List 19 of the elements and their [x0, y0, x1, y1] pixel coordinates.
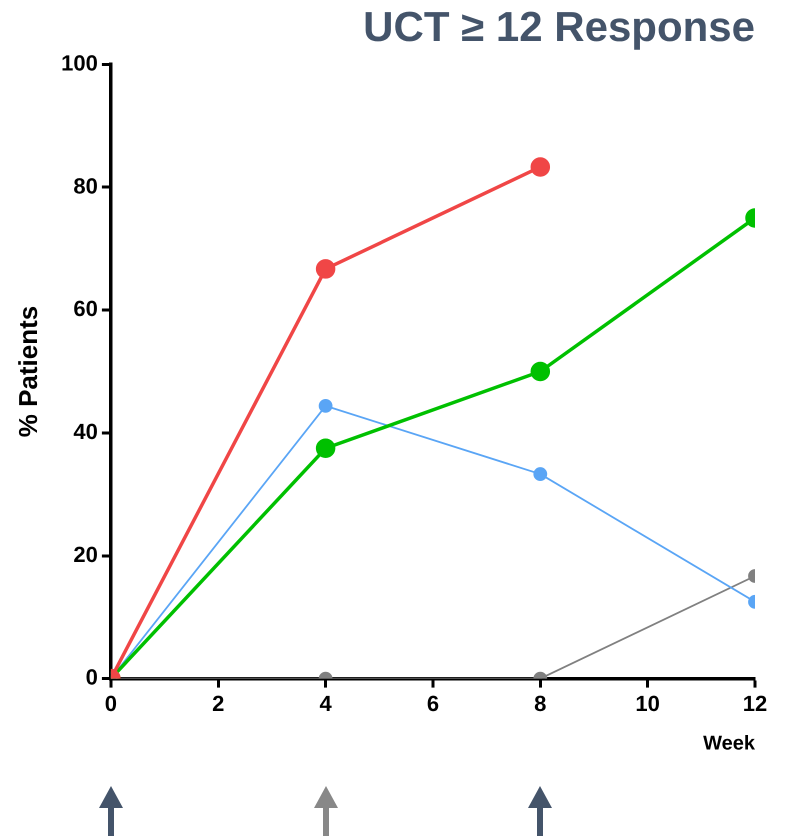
x-axis-title: Week: [703, 732, 756, 755]
y-tick-label: 80: [73, 173, 98, 198]
x-tick-label: 6: [426, 690, 440, 716]
x-tick-label: 4: [319, 690, 332, 716]
x-tick-label: 2: [212, 690, 224, 716]
point: [316, 259, 336, 279]
y-axis-title: % Patients: [12, 306, 43, 438]
y-tick-label: 0: [86, 664, 98, 690]
y-tick-label: 60: [73, 296, 98, 322]
x-tick-label: 0: [104, 690, 118, 716]
point: [318, 398, 333, 413]
y-tick-label: 100: [61, 50, 98, 76]
point: [316, 438, 336, 458]
x-tick-label: 8: [534, 690, 546, 716]
chart-title: UCT ≥ 12 Response: [363, 2, 755, 50]
y-tick-label: 20: [73, 542, 98, 567]
x-tick-label: 10: [635, 690, 660, 716]
x-tick-label: 12: [742, 690, 768, 716]
y-tick-label: 40: [73, 418, 98, 444]
